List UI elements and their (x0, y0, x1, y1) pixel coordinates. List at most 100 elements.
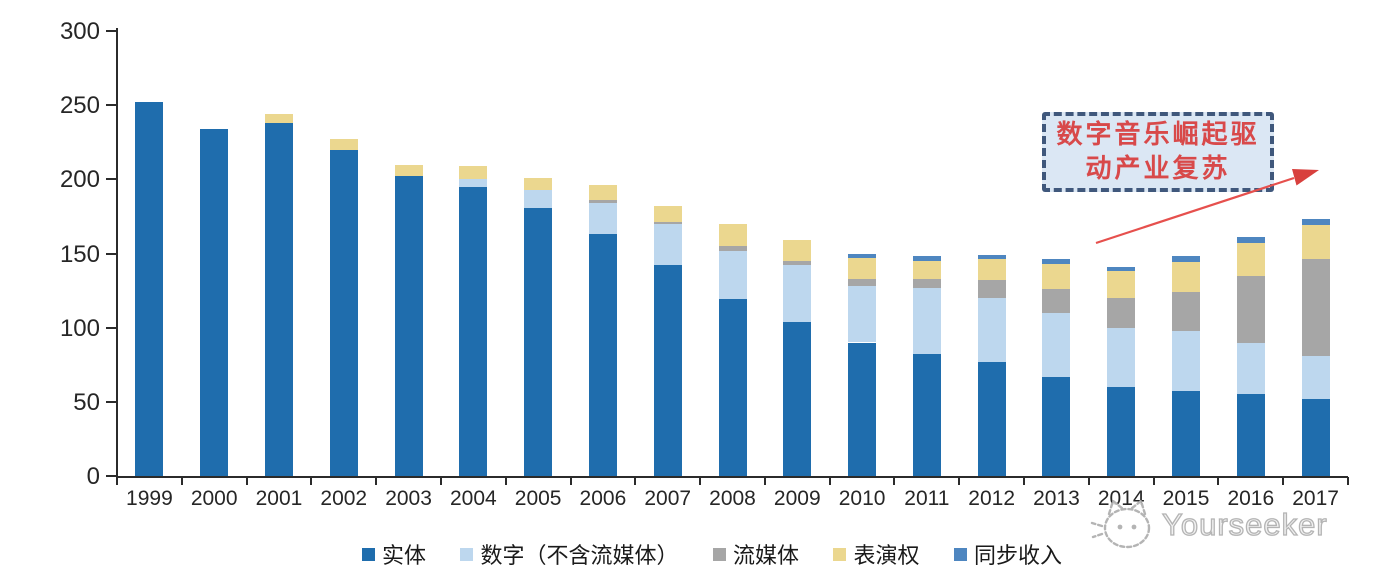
bar-segment-performance-rights-2003 (394, 164, 423, 177)
y-tick-0 (106, 475, 117, 477)
legend-swatch-sync-revenue (953, 547, 967, 561)
legend-swatch-digital-excl-streaming (460, 547, 474, 561)
legend-item-performance-rights: 表演权 (833, 538, 919, 570)
x-label-2013: 2013 (1033, 487, 1080, 510)
x-tick-16 (1152, 477, 1155, 485)
bar-segment-digital-excl-streaming-2008 (718, 250, 747, 300)
x-label-2006: 2006 (579, 487, 627, 510)
watermark-text: Yourseeker (1161, 506, 1328, 542)
x-label-2003: 2003 (385, 487, 432, 510)
bar-segment-streaming-2006 (588, 200, 617, 204)
bar-segment-performance-rights-2005 (524, 177, 553, 190)
x-tick-0 (116, 477, 118, 485)
bar-segment-physical-2017 (1301, 398, 1330, 476)
x-tick-4 (375, 477, 378, 485)
x-label-2010: 2010 (838, 487, 886, 510)
bar-segment-performance-rights-2002 (329, 139, 358, 150)
bar-segment-performance-rights-2013 (1042, 263, 1071, 290)
x-label-2016: 2016 (1227, 487, 1275, 510)
x-tick-15 (1087, 477, 1090, 485)
x-label-2014: 2014 (1097, 487, 1145, 510)
x-label-2008: 2008 (709, 487, 756, 510)
bar-segment-physical-2001 (264, 122, 293, 476)
bar-segment-digital-excl-streaming-2012 (977, 298, 1006, 362)
x-label-2012: 2012 (968, 487, 1016, 510)
legend-item-physical: 实体 (362, 538, 426, 570)
x-tick-2 (245, 477, 248, 485)
y-tick-label-100: 100 (59, 314, 100, 342)
bar-segment-streaming-2015 (1172, 292, 1201, 331)
bar-segment-sync-revenue-2017 (1301, 219, 1330, 226)
y-tick-300 (106, 30, 117, 32)
y-tick-150 (106, 252, 117, 255)
legend-label-performance-rights: 表演权 (853, 543, 920, 568)
y-tick-250 (106, 104, 117, 107)
bar-segment-physical-2007 (653, 265, 682, 476)
bar-segment-digital-excl-streaming-2014 (1107, 327, 1136, 387)
watermark: Yourseeker (1086, 498, 1328, 552)
annotation-callout: 数字音乐崛起驱 动产业复苏 (1042, 112, 1274, 192)
x-tick-6 (504, 477, 507, 485)
y-tick-label-300: 300 (59, 18, 100, 45)
bar-segment-sync-revenue-2011 (912, 256, 941, 261)
bar-segment-streaming-2007 (653, 222, 682, 224)
x-label-2005: 2005 (514, 487, 562, 510)
bar-segment-sync-revenue-2014 (1107, 266, 1136, 272)
bar-segment-digital-excl-streaming-2011 (912, 287, 941, 355)
y-tick-200 (106, 178, 117, 181)
bar-segment-streaming-2013 (1042, 289, 1071, 313)
bar-segment-physical-2002 (329, 149, 358, 476)
legend-item-streaming: 流媒体 (712, 538, 799, 570)
bar-segment-digital-excl-streaming-2013 (1042, 312, 1071, 377)
bar-segment-streaming-2012 (977, 280, 1006, 298)
bar-segment-streaming-2009 (783, 260, 812, 266)
x-label-2007: 2007 (644, 487, 692, 510)
bar-segment-streaming-2010 (848, 278, 877, 287)
legend-label-sync-revenue: 同步收入 (973, 543, 1062, 568)
x-label-2017: 2017 (1292, 487, 1339, 510)
x-label-1999: 1999 (126, 487, 173, 510)
bar-segment-digital-excl-streaming-2015 (1172, 330, 1201, 392)
x-axis-line (116, 476, 1348, 478)
legend: 实体 数字（不含流媒体） 流媒体 表演权 同步收入 (362, 538, 1062, 570)
bar-segment-digital-excl-streaming-2016 (1236, 342, 1265, 395)
bar-segment-physical-2010 (848, 342, 877, 476)
bar-segment-digital-excl-streaming-2010 (848, 286, 877, 343)
bar-segment-performance-rights-2009 (783, 240, 812, 261)
bar-segment-digital-excl-streaming-2004 (459, 179, 488, 187)
bar-segment-streaming-2014 (1107, 298, 1136, 328)
x-tick-11 (828, 477, 831, 485)
bar-segment-digital-excl-streaming-2006 (588, 203, 617, 235)
y-tick-label-150: 150 (59, 240, 100, 268)
y-tick-100 (106, 326, 117, 329)
bar-segment-performance-rights-2017 (1301, 225, 1330, 260)
cat-logo-icon (1090, 498, 1151, 549)
bar-segment-performance-rights-2007 (653, 206, 682, 223)
bar-segment-sync-revenue-2016 (1236, 237, 1265, 244)
legend-label-streaming: 流媒体 (732, 543, 799, 568)
x-tick-3 (310, 477, 313, 485)
bar-segment-digital-excl-streaming-2005 (524, 189, 553, 208)
bar-segment-physical-2014 (1107, 387, 1136, 476)
x-label-2001: 2001 (255, 487, 303, 510)
bar-segment-performance-rights-2010 (848, 257, 877, 279)
bar-segment-physical-2006 (588, 234, 617, 476)
y-axis-line (116, 28, 118, 478)
bar-segment-sync-revenue-2015 (1172, 256, 1201, 263)
bar-segment-performance-rights-2011 (912, 260, 941, 279)
bar-segment-sync-revenue-2010 (848, 253, 877, 258)
legend-label-digital-excl-streaming: 数字（不含流媒体） (480, 543, 679, 568)
x-tick-19 (1347, 477, 1349, 485)
bar-segment-physical-2012 (977, 361, 1006, 476)
x-tick-9 (699, 477, 702, 485)
bar-segment-physical-2009 (783, 321, 812, 476)
y-tick-label-0: 0 (86, 463, 100, 490)
bar-segment-streaming-2008 (718, 246, 747, 251)
legend-item-sync-revenue: 同步收入 (953, 538, 1062, 570)
bar-segment-physical-2008 (718, 299, 747, 476)
bar-segment-performance-rights-2016 (1236, 243, 1265, 276)
bar-segment-performance-rights-2015 (1172, 262, 1201, 293)
x-tick-12 (893, 477, 896, 485)
annotation-text-line1: 数字音乐崛起驱 (1056, 120, 1260, 149)
y-tick-50 (106, 400, 117, 403)
